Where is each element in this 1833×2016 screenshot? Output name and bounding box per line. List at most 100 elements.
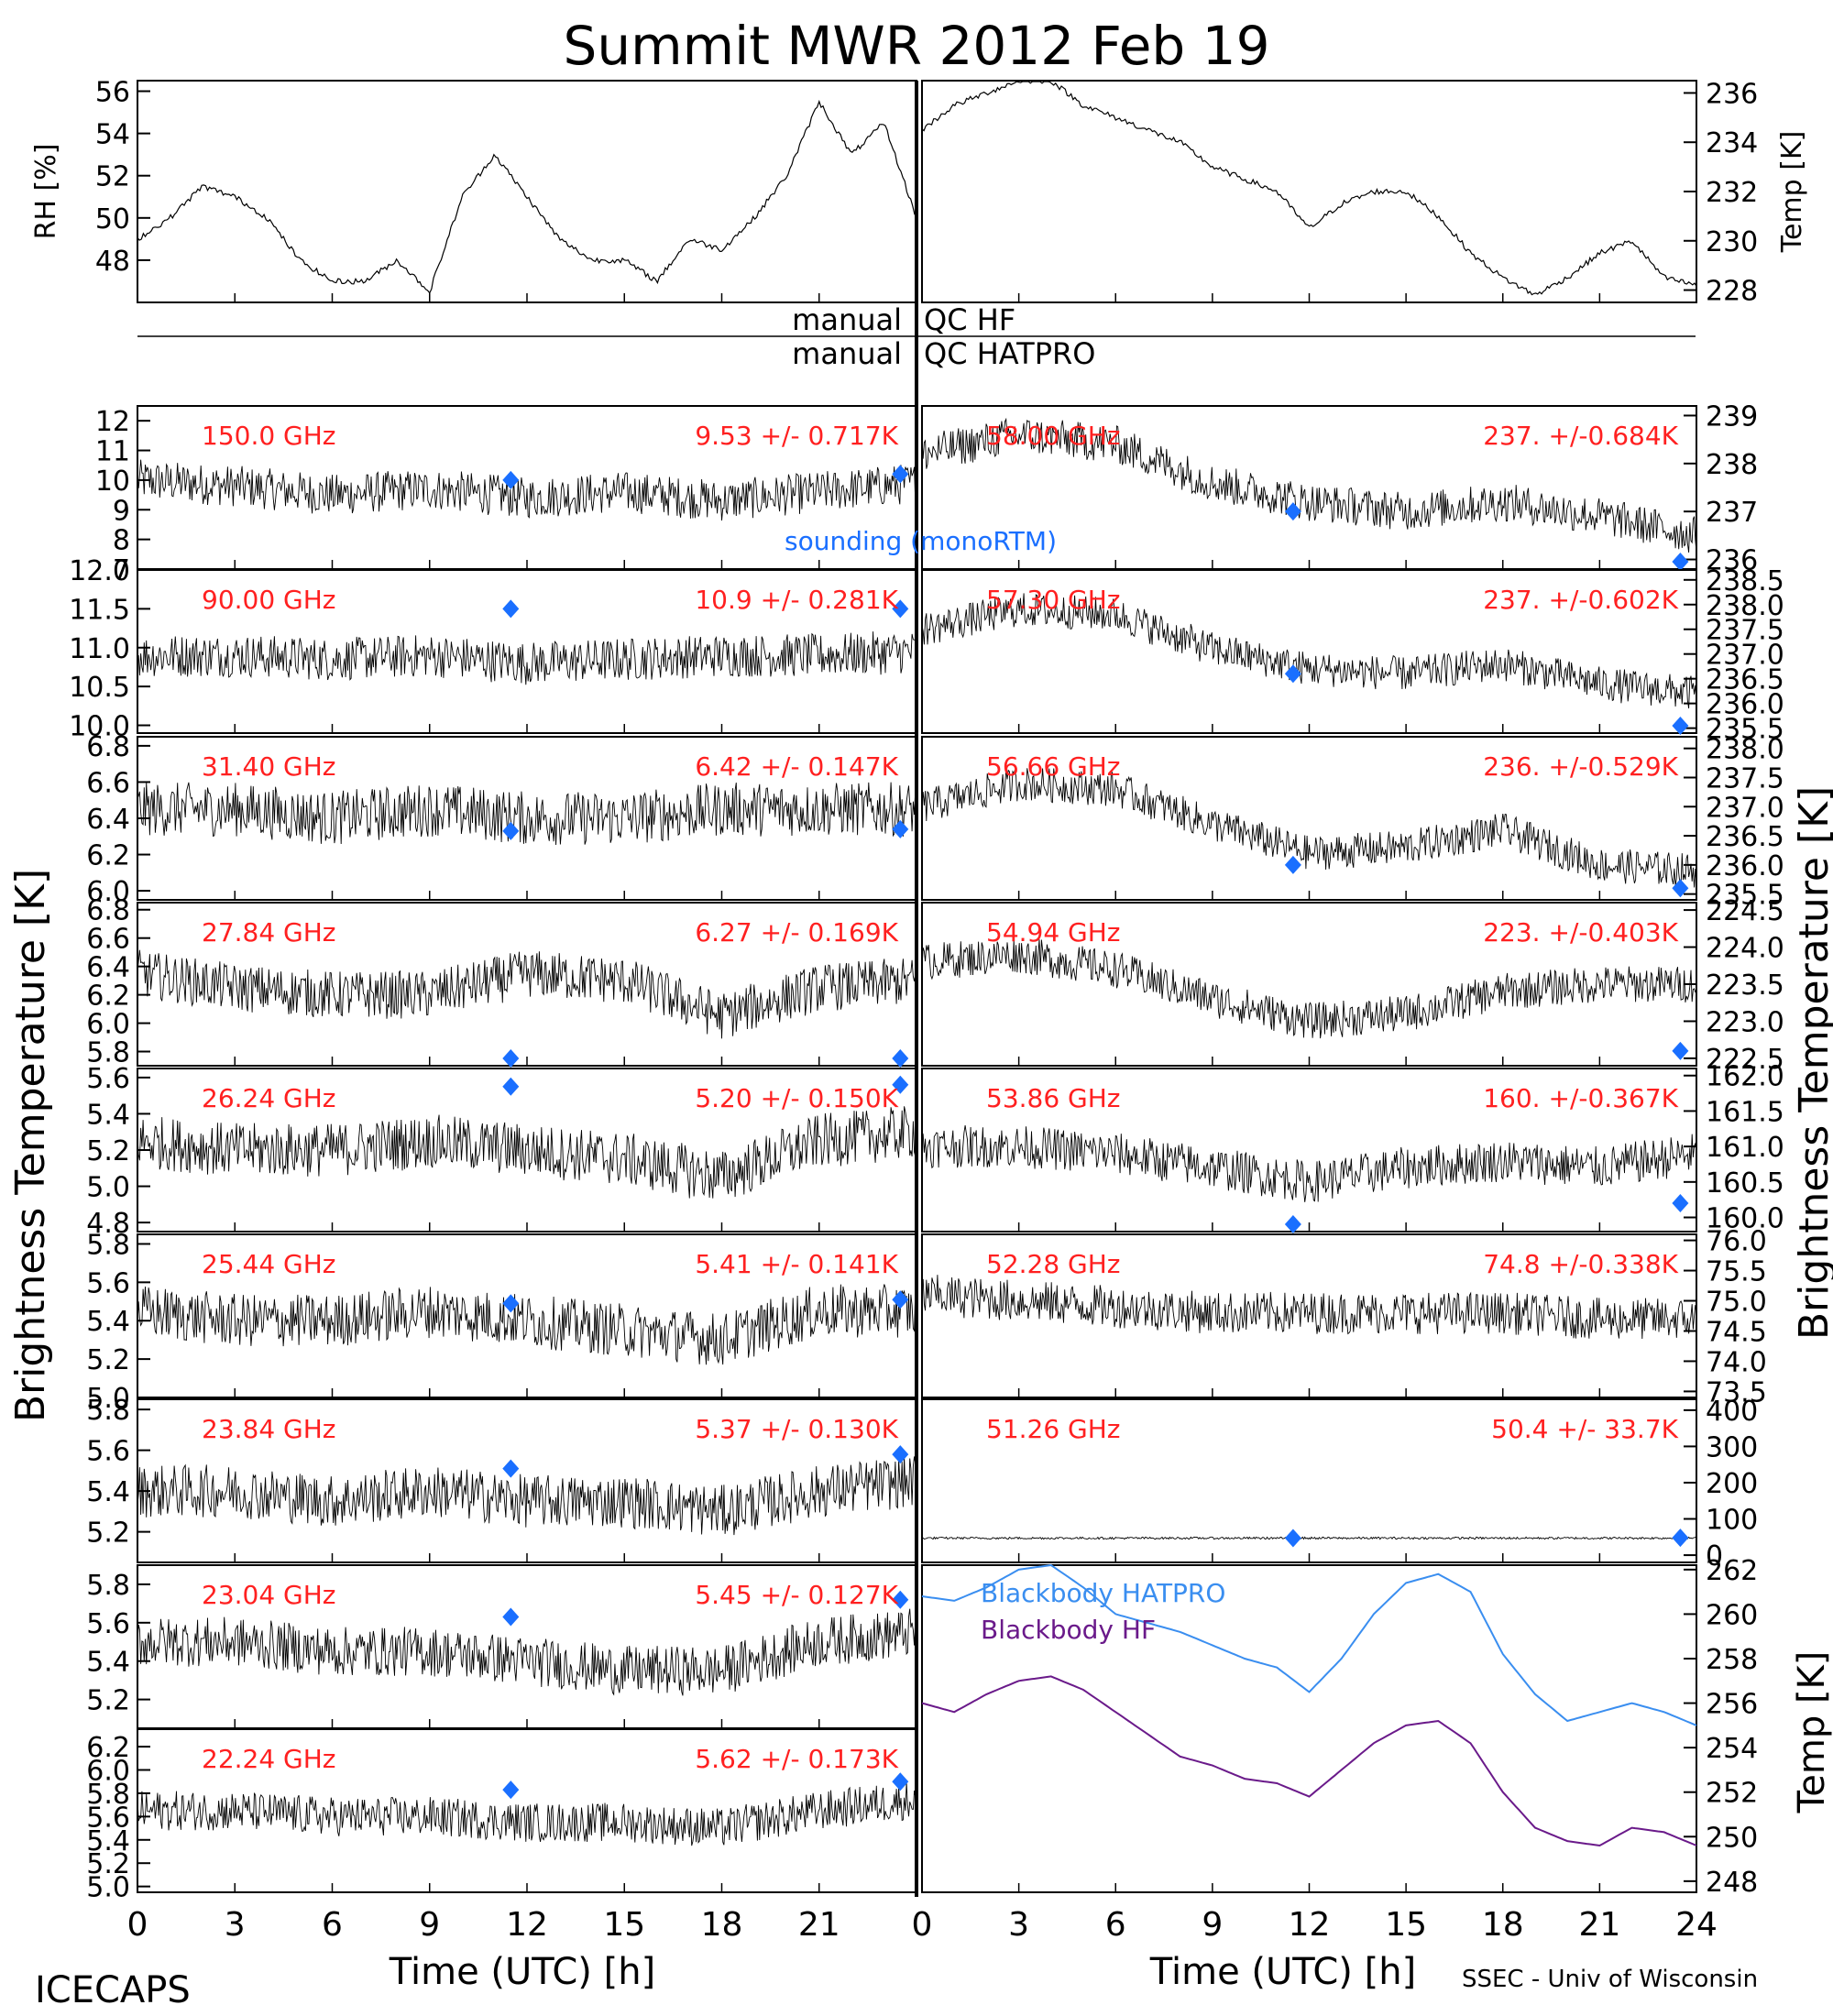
blackbody-ytick-label: 260	[1706, 1599, 1758, 1631]
xtick-label-left: 9	[419, 1906, 440, 1944]
xtick-label-right: 18	[1482, 1906, 1524, 1944]
ch5730-freq-label: 57.30 GHz	[986, 585, 1121, 615]
ch3140-ytick-label: 6.4	[86, 804, 130, 836]
ch5126-stats-label: 50.4 +/- 33.7K	[1491, 1414, 1678, 1444]
ch2784-sounding-point	[892, 1049, 909, 1068]
rh-ylabel: RH [%]	[30, 144, 62, 240]
blackbody-ytick-label: 252	[1706, 1778, 1758, 1810]
xtick-label-right: 3	[1008, 1906, 1029, 1944]
ch5228-ytick-label: 75.5	[1706, 1256, 1767, 1288]
blackbody-ytick-label: 254	[1706, 1733, 1758, 1765]
ch2544-ytick-label: 5.0	[86, 1383, 130, 1415]
ch90-sounding-point	[892, 599, 909, 619]
ch2624-ytick-label: 5.4	[86, 1099, 130, 1131]
xtick-label-right: 9	[1202, 1906, 1223, 1944]
temp-line	[921, 81, 1697, 296]
footer-left: ICECAPS	[35, 1969, 191, 2011]
ch150-trace	[137, 459, 917, 521]
ch2624-sounding-point	[502, 1077, 520, 1096]
ch5730-ytick-label: 237.0	[1706, 640, 1784, 672]
xtick-label-left: 0	[127, 1906, 148, 1944]
ch5126-sounding-point	[1672, 1528, 1689, 1548]
ch5228-ytick-label: 75.0	[1706, 1287, 1767, 1319]
ch5126-ytick-label: 100	[1706, 1505, 1758, 1537]
xtick-label-right: 24	[1675, 1906, 1718, 1944]
ch5800-ytick-label: 239	[1706, 400, 1758, 433]
ch150-ytick-label: 9	[113, 495, 130, 527]
xlabel-left: Time (UTC) [h]	[389, 1951, 655, 1993]
ch2224-ytick-label: 5.8	[86, 1779, 130, 1811]
xtick-label-left: 3	[225, 1906, 246, 1944]
ch5666-ytick-label: 236.5	[1706, 821, 1784, 853]
ch2224-ytick-label: 5.4	[86, 1825, 130, 1857]
ch5386-sounding-point	[1672, 1194, 1689, 1213]
ch5386-sounding-point	[1284, 1215, 1301, 1233]
blackbody-series-1	[921, 1675, 1697, 1847]
ch5800-trace	[921, 417, 1697, 553]
ch90-ytick-label: 10.0	[69, 711, 130, 743]
temp-ytick-label: 228	[1706, 276, 1758, 308]
ch5666-stats-label: 236. +/-0.529K	[1483, 751, 1678, 782]
ch5126-ytick-label: 200	[1706, 1468, 1758, 1500]
ch2384-sounding-point	[502, 1459, 520, 1478]
ch5494-ytick-label: 224.5	[1706, 895, 1784, 927]
ch2384-ytick-label: 5.4	[86, 1476, 130, 1508]
xtick-label-left: 6	[322, 1906, 343, 1944]
temp-ytick-label: 236	[1706, 78, 1758, 110]
ch5730-ytick-label: 237.5	[1706, 615, 1784, 647]
ch2544-sounding-point	[502, 1294, 520, 1313]
temp-frame	[921, 80, 1697, 303]
ch5494-freq-label: 54.94 GHz	[986, 917, 1121, 948]
ch150-ytick-label: 11	[95, 436, 130, 468]
ch5800-ytick-label: 238	[1706, 449, 1758, 481]
ch3140-trace	[137, 782, 917, 846]
ch2224-ytick-label: 5.6	[86, 1802, 130, 1834]
temp-ytick-label: 230	[1706, 226, 1758, 258]
ch3140-freq-label: 31.40 GHz	[202, 751, 336, 782]
ch90-ytick-label: 12.0	[69, 555, 130, 587]
ch2384-ytick-label: 5.8	[86, 1395, 130, 1427]
blackbody-legend-0: Blackbody HATPRO	[981, 1578, 1225, 1608]
ch150-ytick-label: 8	[113, 525, 130, 557]
ch5800-sounding-point	[1284, 502, 1301, 521]
ch2384-freq-label: 23.84 GHz	[202, 1414, 336, 1444]
ch5730-ytick-label: 238.0	[1706, 590, 1784, 622]
ch5730-stats-label: 237. +/-0.602K	[1483, 585, 1678, 615]
ch5666-ytick-label: 238.0	[1706, 734, 1784, 766]
ch2784-sounding-point	[502, 1049, 520, 1068]
ch90-sounding-point	[502, 599, 520, 619]
temp-ytick-label: 232	[1706, 177, 1758, 209]
ch2224-sounding-point	[892, 1772, 909, 1791]
rh-line	[137, 99, 917, 294]
ch2304-trace	[137, 1608, 917, 1696]
ch5800-freq-label: 58.00 GHz	[986, 421, 1121, 451]
blackbody-ytick-label: 258	[1706, 1644, 1758, 1676]
ch150-ytick-label: 12	[95, 406, 130, 438]
ch5126-freq-label: 51.26 GHz	[986, 1414, 1121, 1444]
ch5800-sounding-point	[1672, 553, 1689, 571]
ch150-ytick-label: 10	[95, 466, 130, 498]
ch5730-ytick-label: 236.5	[1706, 664, 1784, 696]
ch2624-ytick-label: 5.6	[86, 1063, 130, 1095]
ch2304-sounding-point	[892, 1590, 909, 1609]
ch2624-trace	[137, 1106, 917, 1199]
ch5386-ytick-label: 160.5	[1706, 1167, 1784, 1200]
xtick-label-left: 15	[603, 1906, 645, 1944]
ch3140-sounding-point	[502, 821, 520, 840]
ch2544-ytick-label: 5.4	[86, 1306, 130, 1338]
ch2304-ytick-label: 5.4	[86, 1647, 130, 1679]
ch2224-sounding-point	[502, 1780, 520, 1800]
xtick-label-right: 6	[1105, 1906, 1126, 1944]
ch5126-ytick-label: 300	[1706, 1431, 1758, 1463]
ch5386-ytick-label: 162.0	[1706, 1061, 1784, 1093]
blackbody-ytick-label: 250	[1706, 1822, 1758, 1854]
ch5228-ytick-label: 73.5	[1706, 1376, 1767, 1408]
footer-right: SSEC - Univ of Wisconsin	[1462, 1966, 1758, 1993]
ch5800-ytick-label: 237	[1706, 497, 1758, 529]
ylabel-right: Brightness Temperature [K]	[1791, 786, 1833, 1340]
ch2304-ytick-label: 5.8	[86, 1570, 130, 1602]
ch3140-ytick-label: 6.8	[86, 731, 130, 763]
ch2224-ytick-label: 6.2	[86, 1732, 130, 1764]
xtick-label-right: 12	[1289, 1906, 1331, 1944]
